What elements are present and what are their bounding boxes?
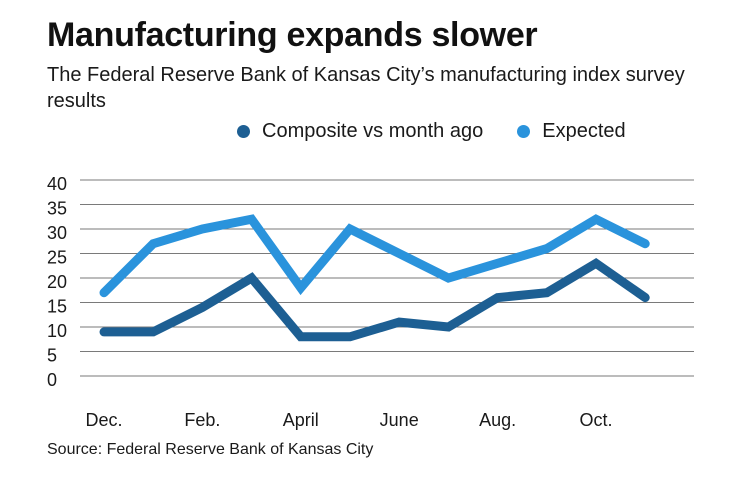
- data-point-expected: [251, 218, 253, 220]
- data-point-composite: [398, 321, 400, 323]
- data-point-expected: [546, 248, 548, 250]
- legend-item-expected: Expected: [517, 120, 626, 143]
- data-point-composite: [349, 336, 351, 338]
- data-point-composite: [300, 336, 302, 338]
- data-point-expected: [349, 228, 351, 230]
- source-note: Source: Federal Reserve Bank of Kansas C…: [47, 441, 374, 458]
- legend: Composite vs month ago Expected: [237, 120, 626, 143]
- data-point-composite: [103, 331, 105, 333]
- data-point-expected: [152, 243, 154, 245]
- y-tick-label: 10: [47, 321, 67, 341]
- data-point-expected: [595, 218, 597, 220]
- data-point-composite: [546, 292, 548, 294]
- y-tick-label: 40: [47, 174, 67, 194]
- data-point-expected: [497, 262, 499, 264]
- data-point-composite: [201, 306, 203, 308]
- data-point-composite: [447, 326, 449, 328]
- data-point-composite: [595, 262, 597, 264]
- data-point-composite: [644, 297, 646, 299]
- data-point-expected: [103, 292, 105, 294]
- series-line-expected: [99, 214, 650, 298]
- y-tick-label: 5: [47, 346, 57, 366]
- data-point-composite: [152, 331, 154, 333]
- chart-subtitle: The Federal Reserve Bank of Kansas City’…: [47, 64, 685, 112]
- x-tick-label: Feb.: [184, 410, 220, 430]
- y-tick-label: 30: [47, 223, 67, 243]
- data-point-expected: [398, 253, 400, 254]
- data-point-composite: [497, 297, 499, 299]
- legend-label-composite: Composite vs month ago: [262, 120, 484, 142]
- data-point-expected: [300, 287, 302, 289]
- y-tick-label: 15: [47, 297, 67, 317]
- legend-marker-composite: [237, 125, 250, 138]
- legend-marker-expected: [517, 125, 531, 138]
- x-tick-label: Aug.: [479, 410, 516, 430]
- y-tick-label: 25: [47, 248, 67, 268]
- data-point-expected: [447, 277, 449, 279]
- chart-title: Manufacturing expands slower: [47, 16, 538, 54]
- series-line-composite: [99, 257, 650, 342]
- y-tick-label: 20: [47, 272, 67, 292]
- x-tick-label: June: [380, 410, 419, 430]
- data-point-expected: [201, 228, 203, 230]
- data-point-composite: [251, 277, 253, 279]
- legend-label-expected: Expected: [542, 120, 626, 142]
- y-tick-label: 35: [47, 199, 67, 219]
- x-tick-label: April: [283, 410, 319, 430]
- legend-item-composite: Composite vs month ago: [237, 120, 483, 143]
- data-point-expected: [644, 243, 646, 245]
- x-tick-label: Oct.: [579, 410, 612, 430]
- x-tick-label: Dec.: [85, 410, 122, 430]
- y-tick-label: 0: [47, 370, 57, 390]
